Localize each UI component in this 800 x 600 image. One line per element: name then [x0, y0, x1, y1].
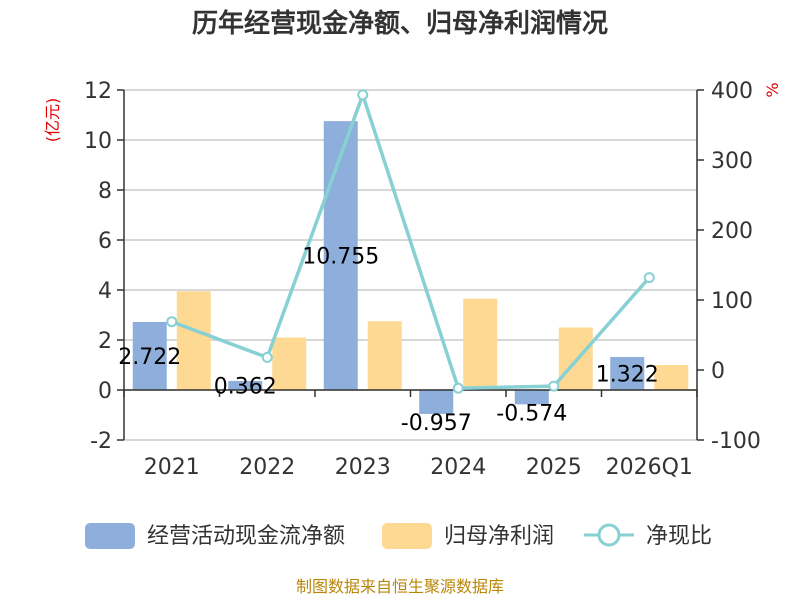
left-axis-unit: (亿元) — [43, 98, 62, 143]
left-axis-tick-label: -2 — [90, 429, 112, 454]
legend-label: 经营活动现金流净额 — [147, 524, 345, 549]
cashflow-data-label: 1.322 — [596, 362, 659, 387]
category-label: 2024 — [430, 455, 486, 480]
cashflow-bar — [132, 321, 167, 390]
net-profit-bar — [272, 337, 307, 390]
cashflow-data-label: 10.755 — [302, 245, 379, 270]
bar-marks — [132, 121, 689, 414]
ratio-point — [261, 351, 273, 363]
cashflow-data-label: -0.574 — [496, 401, 567, 426]
left-axis-tick-label: 6 — [98, 229, 112, 254]
category-label: 2021 — [144, 455, 200, 480]
net-profit-bar — [463, 298, 498, 390]
right-axis-unit: % — [763, 82, 782, 97]
left-axis-tick-label: 8 — [98, 179, 112, 204]
source-note: 制图数据来自恒生聚源数据库 — [296, 577, 504, 596]
category-label: 2026Q1 — [606, 455, 693, 480]
legend-swatch — [382, 523, 432, 549]
left-axis-tick-label: 10 — [84, 129, 112, 154]
cashflow-bar — [610, 356, 645, 390]
ratio-line-path — [171, 89, 651, 390]
category-label: 2023 — [335, 455, 391, 480]
ratio-point — [643, 272, 655, 284]
ratio-line — [166, 89, 655, 394]
cashflow-bar — [228, 380, 263, 390]
right-axis-tick-label: -100 — [711, 429, 761, 454]
legend-label: 归母净利润 — [444, 524, 554, 549]
net-profit-bar — [367, 321, 402, 390]
left-axis-tick-label: 2 — [98, 329, 112, 354]
left-axis-tick-label: 4 — [98, 279, 112, 304]
ratio-point — [357, 89, 369, 101]
net-profit-bar — [176, 291, 211, 390]
legend: 经营活动现金流净额 归母净利润 净现比 — [85, 523, 712, 549]
category-label: 2025 — [526, 455, 582, 480]
cashflow-data-label: 2.722 — [118, 345, 181, 370]
right-axis-tick-label: 400 — [711, 79, 753, 104]
cashflow-data-label: 0.362 — [214, 374, 277, 399]
net-profit-bar — [654, 365, 689, 390]
left-axis-tick-label: 12 — [84, 79, 112, 104]
data-labels: 2.722 0.362 10.755 -0.957 -0.574 1.322 — [118, 245, 658, 436]
axes: -2 0 2 4 6 8 10 12 -100 0 100 200 300 400 2021 2022 2023… — [84, 79, 761, 480]
right-axis-tick-label: 300 — [711, 149, 753, 174]
legend-marker — [597, 523, 621, 547]
legend-label: 净现比 — [646, 524, 712, 549]
left-axis-tick-label: 0 — [98, 379, 112, 404]
cashflow-data-label: -0.957 — [401, 411, 472, 436]
legend-swatch — [85, 523, 135, 549]
right-axis-tick-label: 200 — [711, 219, 753, 244]
ratio-point — [166, 316, 178, 328]
ratio-point — [548, 380, 560, 392]
ratio-point — [452, 382, 464, 394]
cashflow-bar — [419, 390, 454, 414]
chart-title: 历年经营现金净额、归母净利润情况 — [192, 8, 608, 39]
cashflow-bar — [514, 390, 549, 405]
category-label: 2022 — [239, 455, 295, 480]
cashflow-bar — [323, 121, 358, 390]
right-axis-tick-label: 0 — [711, 359, 725, 384]
right-axis-tick-label: 100 — [711, 289, 753, 314]
